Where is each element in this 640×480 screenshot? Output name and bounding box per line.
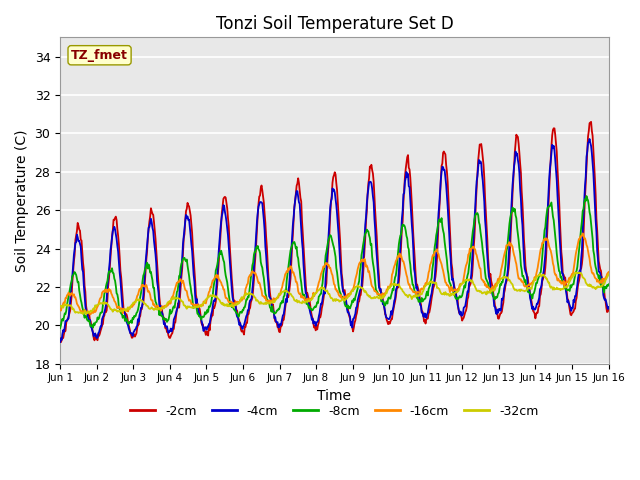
- Text: TZ_fmet: TZ_fmet: [71, 49, 128, 62]
- X-axis label: Time: Time: [317, 389, 351, 403]
- Legend: -2cm, -4cm, -8cm, -16cm, -32cm: -2cm, -4cm, -8cm, -16cm, -32cm: [125, 400, 543, 423]
- Y-axis label: Soil Temperature (C): Soil Temperature (C): [15, 129, 29, 272]
- Title: Tonzi Soil Temperature Set D: Tonzi Soil Temperature Set D: [216, 15, 453, 33]
